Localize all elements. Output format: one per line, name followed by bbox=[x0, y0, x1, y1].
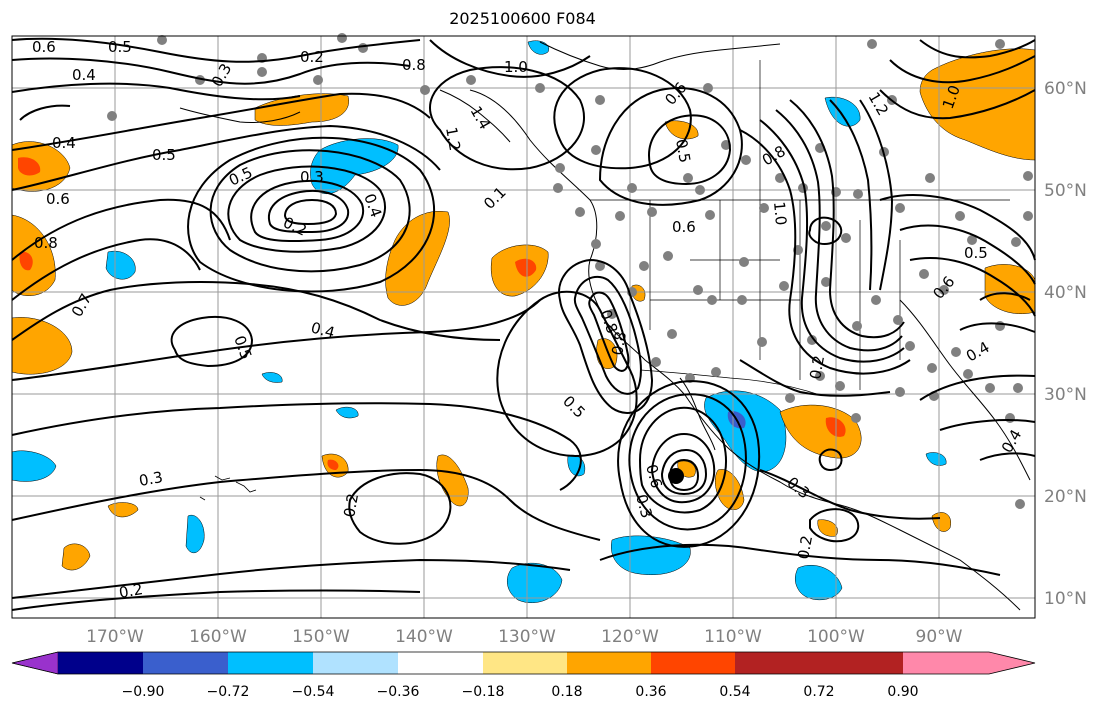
contour-label: 1.2 bbox=[442, 126, 464, 153]
colorbar-tick-label: 0.36 bbox=[635, 684, 666, 700]
lon-label: 110°W bbox=[704, 627, 762, 647]
colorbar-bin bbox=[398, 652, 483, 674]
colorbar-tick-label: −0.36 bbox=[377, 684, 420, 700]
coastlines bbox=[179, 41, 1031, 611]
colorbar-bin bbox=[143, 652, 228, 674]
colorbar-extend-left bbox=[11, 651, 59, 675]
contour-label: 0.8 bbox=[34, 234, 58, 252]
colorbar-tick-label: 0.18 bbox=[551, 684, 582, 700]
lat-label: 30°N bbox=[1044, 385, 1087, 405]
contour-label: 0.3 bbox=[300, 168, 324, 186]
anomaly-negative bbox=[185, 514, 205, 553]
colorbar-tick-label: −0.72 bbox=[207, 684, 250, 700]
lon-label: 160°W bbox=[189, 627, 247, 647]
contour-label: 0.2 bbox=[794, 534, 816, 561]
contour-label: 0.8 bbox=[402, 56, 426, 74]
contour-label: 0.5 bbox=[964, 244, 988, 262]
contour-label: 0.3 bbox=[138, 468, 165, 490]
colorbar-tick-label: −0.18 bbox=[462, 684, 505, 700]
anomaly-negative bbox=[105, 250, 136, 280]
anomaly-positive bbox=[515, 258, 537, 277]
colorbar-tick-label: 0.54 bbox=[719, 684, 750, 700]
anomaly-negative bbox=[335, 406, 359, 419]
colorbar-bin bbox=[651, 652, 735, 674]
colorbar-extend-right-top bbox=[903, 652, 1035, 674]
contour-label: 0.4 bbox=[52, 134, 76, 152]
lon-label: 130°W bbox=[498, 627, 556, 647]
contour-label: 0.6 bbox=[642, 462, 666, 490]
contour-label: 0.2 bbox=[300, 48, 324, 66]
anomaly-negative bbox=[925, 452, 947, 466]
lon-label: 90°W bbox=[916, 627, 963, 647]
borders bbox=[590, 60, 1010, 396]
contour-label: 0.5 bbox=[672, 138, 694, 165]
colorbar: −0.90 −0.72 −0.54 −0.36 −0.18 0.18 0.36 … bbox=[11, 651, 1036, 700]
anomaly-negative bbox=[261, 372, 283, 383]
colorbar-tick-label: 0.90 bbox=[887, 684, 918, 700]
colorbar-bin bbox=[58, 652, 143, 674]
contour-label: 0.5 bbox=[152, 146, 176, 164]
anomaly-positive bbox=[919, 48, 1036, 161]
contour-label: 0.8 bbox=[608, 330, 630, 357]
colorbar-bin bbox=[567, 652, 651, 674]
anomaly-positive bbox=[19, 251, 33, 271]
contour-label: 0.4 bbox=[72, 66, 96, 84]
contour-label: 0.4 bbox=[309, 318, 337, 342]
lat-label: 50°N bbox=[1044, 181, 1087, 201]
longitude-labels: 170°W 160°W 150°W 140°W 130°W 120°W 110°… bbox=[86, 627, 963, 647]
map-background bbox=[12, 36, 1035, 618]
lat-label: 40°N bbox=[1044, 283, 1087, 303]
colorbar-tick-label: −0.90 bbox=[122, 684, 165, 700]
anomaly-positive bbox=[436, 454, 469, 507]
contour-label: 1.0 bbox=[770, 201, 790, 226]
storm-center-marker bbox=[668, 468, 684, 484]
anomaly-positive bbox=[11, 317, 73, 375]
colorbar-bin bbox=[735, 652, 819, 674]
lon-label: 170°W bbox=[86, 627, 144, 647]
colorbar-tick-label: 0.72 bbox=[803, 684, 834, 700]
map-title: 2025100600 F084 bbox=[449, 9, 596, 28]
anomaly-positive bbox=[779, 404, 862, 459]
colorbar-ticks: −0.90 −0.72 −0.54 −0.36 −0.18 0.18 0.36 … bbox=[122, 684, 919, 700]
anomaly-positive bbox=[18, 157, 41, 176]
lon-label: 120°W bbox=[601, 627, 659, 647]
contour-label: 0.6 bbox=[46, 190, 70, 208]
colorbar-bin bbox=[313, 652, 398, 674]
contour-label: 0.3 bbox=[632, 492, 656, 520]
contour-label: 0.5 bbox=[108, 38, 132, 56]
lat-label: 20°N bbox=[1044, 487, 1087, 507]
anomaly-positive bbox=[61, 543, 91, 571]
islands bbox=[199, 475, 257, 501]
lat-label: 60°N bbox=[1044, 79, 1087, 99]
lat-label: 10°N bbox=[1044, 589, 1087, 609]
contours bbox=[11, 37, 1036, 611]
anomaly-positive bbox=[327, 459, 339, 470]
contour-label: 0.6 bbox=[672, 218, 696, 236]
anomaly-positive bbox=[385, 210, 450, 306]
contour-label: 0.2 bbox=[118, 580, 145, 602]
colorbar-bin bbox=[228, 652, 313, 674]
colorbar-tick-label: −0.54 bbox=[292, 684, 335, 700]
contour-label: 1.0 bbox=[504, 58, 528, 76]
contour-label: 0.2 bbox=[806, 354, 828, 381]
latitude-labels: 60°N 50°N 40°N 30°N 20°N 10°N bbox=[1044, 79, 1087, 609]
lon-label: 100°W bbox=[807, 627, 865, 647]
contour-label: 0.2 bbox=[340, 492, 362, 519]
anomaly-negative bbox=[795, 564, 843, 600]
map-frame bbox=[11, 35, 1036, 619]
lon-label: 140°W bbox=[395, 627, 453, 647]
anomaly-negative bbox=[11, 450, 57, 482]
lon-label: 150°W bbox=[292, 627, 350, 647]
colorbar-bin bbox=[483, 652, 567, 674]
contour-label: 0.6 bbox=[32, 38, 56, 56]
shading-layer bbox=[11, 40, 1036, 604]
